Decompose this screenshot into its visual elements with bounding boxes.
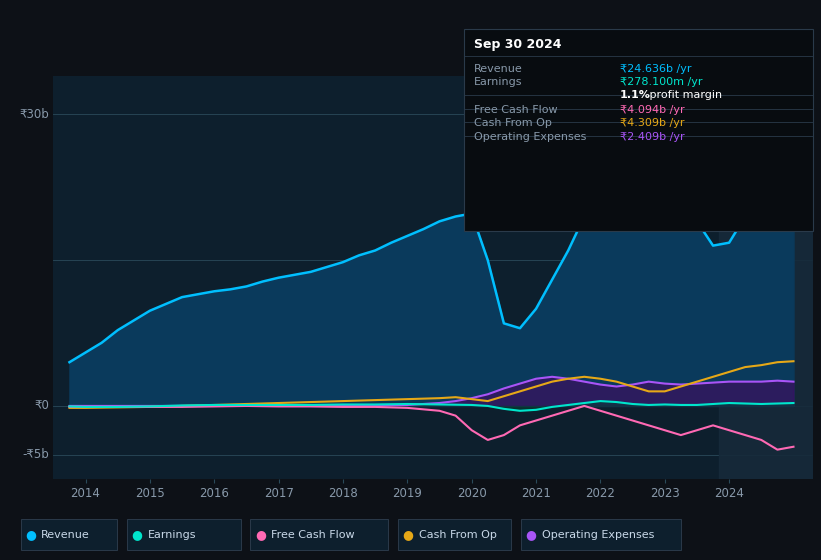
Text: ₹30b: ₹30b <box>20 108 49 121</box>
Text: ₹24.636b /yr: ₹24.636b /yr <box>620 64 691 74</box>
Text: Earnings: Earnings <box>148 530 196 539</box>
Text: ₹4.309b /yr: ₹4.309b /yr <box>620 118 685 128</box>
Text: ●: ● <box>402 528 414 541</box>
Bar <box>719 76 813 479</box>
Text: ●: ● <box>131 528 143 541</box>
Text: ₹0: ₹0 <box>34 399 49 412</box>
Text: Cash From Op: Cash From Op <box>419 530 497 539</box>
Text: ●: ● <box>25 528 36 541</box>
Text: Free Cash Flow: Free Cash Flow <box>271 530 355 539</box>
Text: ₹278.100m /yr: ₹278.100m /yr <box>620 77 702 87</box>
Text: 1.1%: 1.1% <box>620 90 651 100</box>
Text: ●: ● <box>255 528 266 541</box>
Text: Operating Expenses: Operating Expenses <box>542 530 654 539</box>
Text: Revenue: Revenue <box>41 530 89 539</box>
Text: Revenue: Revenue <box>474 64 522 74</box>
Text: Earnings: Earnings <box>474 77 522 87</box>
Text: Cash From Op: Cash From Op <box>474 118 552 128</box>
Text: Sep 30 2024: Sep 30 2024 <box>474 38 562 50</box>
Text: -₹5b: -₹5b <box>22 448 49 461</box>
Text: ●: ● <box>525 528 537 541</box>
Text: ₹4.094b /yr: ₹4.094b /yr <box>620 105 685 115</box>
Text: ₹2.409b /yr: ₹2.409b /yr <box>620 132 685 142</box>
Text: Operating Expenses: Operating Expenses <box>474 132 586 142</box>
Text: Free Cash Flow: Free Cash Flow <box>474 105 557 115</box>
Text: profit margin: profit margin <box>646 90 722 100</box>
